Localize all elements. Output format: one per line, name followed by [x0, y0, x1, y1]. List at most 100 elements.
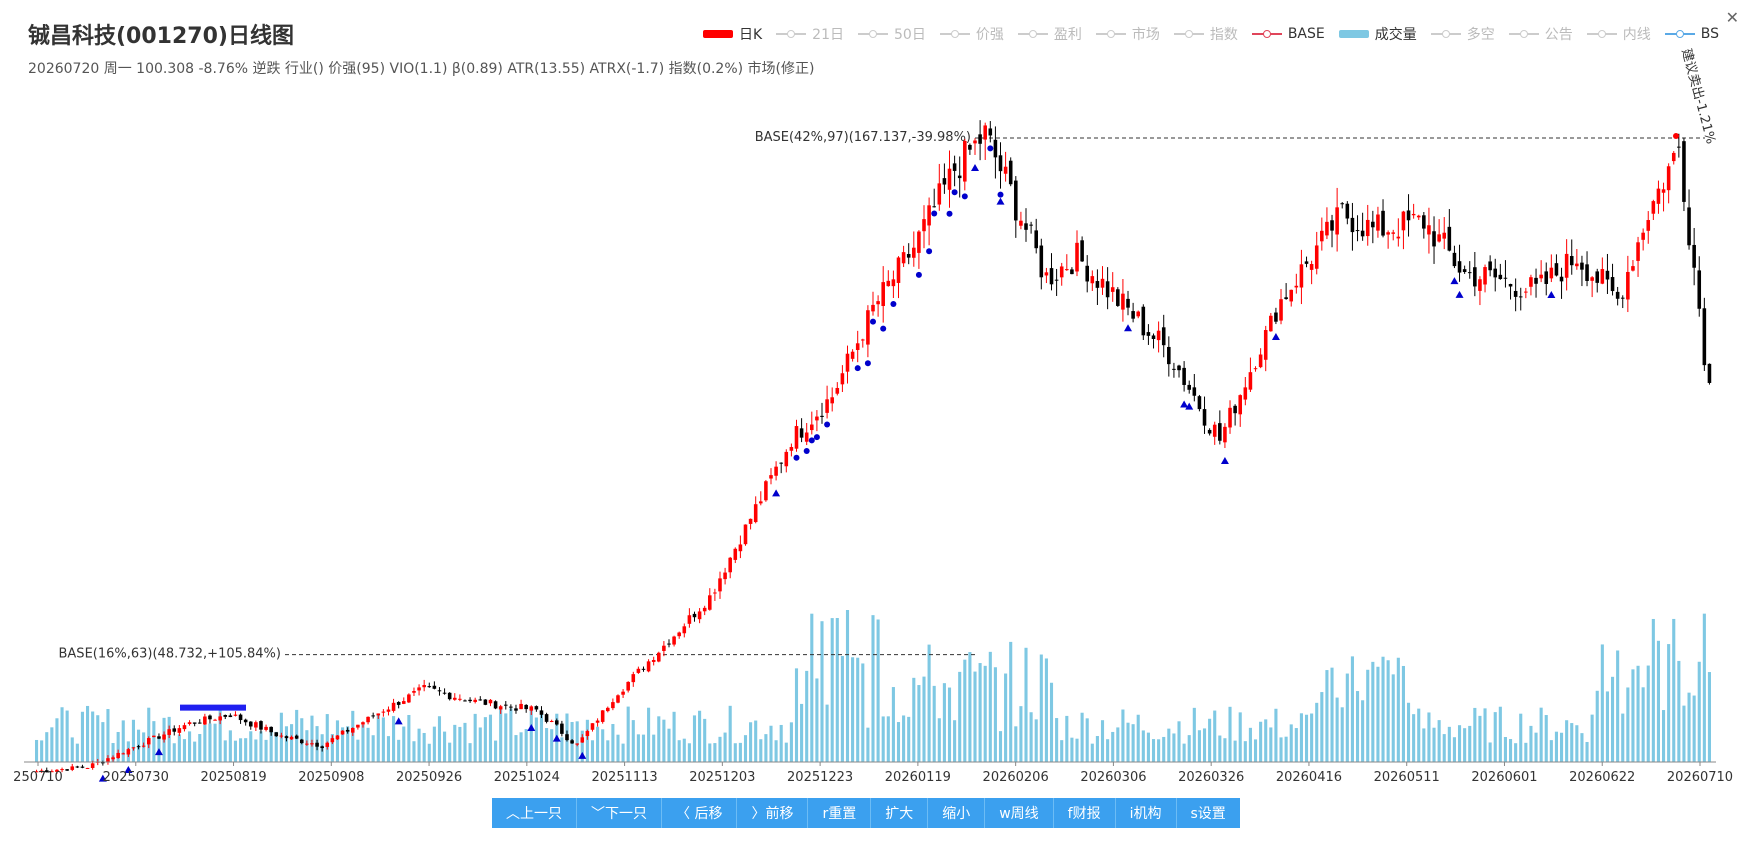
candle-body	[1376, 214, 1380, 231]
candle-body	[417, 687, 421, 691]
shrink-button[interactable]: 缩小	[928, 798, 986, 828]
buy-marker	[946, 210, 953, 217]
candle-body	[993, 139, 998, 158]
candle-body	[1136, 311, 1141, 317]
candle-body	[422, 685, 426, 688]
candle-body	[1202, 409, 1207, 426]
close-icon[interactable]: ✕	[1725, 8, 1739, 27]
buy-marker	[880, 325, 887, 332]
candle-body	[560, 723, 564, 734]
volume-bar	[1065, 715, 1069, 762]
candle-body	[1656, 188, 1661, 204]
candle-body	[1080, 240, 1084, 262]
volume-bar	[96, 715, 100, 762]
legend-label: 成交量	[1374, 27, 1417, 43]
institution-button[interactable]: i机构	[1115, 798, 1177, 828]
volume-bar	[698, 710, 702, 762]
candle-body	[657, 652, 661, 662]
volume-bar	[616, 734, 620, 762]
legend-item-6[interactable]: 指数	[1173, 24, 1238, 44]
x-tick-label: 20250926	[396, 770, 462, 785]
candle-body	[1243, 387, 1248, 400]
candle-body	[1564, 253, 1569, 278]
move-forward-button[interactable]: 〉前移	[737, 798, 809, 828]
volume-bar	[1014, 726, 1018, 762]
candle-body	[1039, 245, 1044, 278]
candle-body	[1019, 220, 1023, 226]
legend-item-12[interactable]: BS	[1664, 24, 1719, 44]
candle-body	[651, 659, 656, 662]
volume-bar	[1070, 737, 1074, 762]
volume-bar	[953, 720, 957, 762]
volume-bar	[504, 713, 508, 762]
legend-item-3[interactable]: 价强	[939, 24, 1004, 44]
legend-item-9[interactable]: 多空	[1430, 24, 1495, 44]
candle-body	[350, 728, 355, 733]
candle-body	[605, 707, 610, 712]
candle-body	[570, 740, 574, 744]
candle-body	[539, 710, 544, 715]
settings-button[interactable]: s设置	[1176, 798, 1240, 828]
candle-body	[340, 730, 345, 735]
volume-bar	[575, 721, 579, 762]
volume-bar	[1667, 644, 1671, 762]
candle-body	[779, 462, 783, 464]
volume-bar	[351, 710, 355, 762]
volume-bar	[784, 742, 788, 762]
volume-bar	[596, 726, 600, 762]
volume-bar	[1085, 718, 1089, 762]
volume-bar	[310, 715, 314, 762]
buy-marker	[793, 454, 800, 461]
legend-item-7[interactable]: BASE	[1251, 24, 1325, 44]
weekly-button[interactable]: w周线	[985, 798, 1054, 828]
legend-item-11[interactable]: 内线	[1586, 24, 1651, 44]
legend-item-4[interactable]: 盈利	[1017, 24, 1082, 44]
legend-item-0[interactable]: 日K	[702, 24, 762, 44]
candle-body	[223, 714, 228, 717]
expand-button[interactable]: 扩大	[871, 798, 929, 828]
volume-bar	[1044, 658, 1048, 762]
volume-bar	[305, 730, 309, 762]
volume-bar	[529, 709, 533, 762]
volume-bar	[1325, 670, 1329, 762]
candle-body	[1391, 232, 1396, 234]
volume-bar	[662, 719, 666, 762]
financial-report-button[interactable]: f财报	[1053, 798, 1116, 828]
legend-label: 盈利	[1053, 27, 1082, 43]
volume-bar	[871, 615, 875, 762]
signal-triangle	[552, 734, 561, 742]
volume-bar	[203, 724, 207, 762]
volume-bar	[1202, 728, 1207, 762]
volume-bar	[1600, 644, 1604, 762]
next-stock-button[interactable]: ﹀下一只	[577, 798, 662, 828]
legend-item-8[interactable]: 成交量	[1338, 24, 1417, 44]
x-tick-label: 20260511	[1374, 770, 1440, 785]
volume-bar	[1621, 713, 1625, 762]
legend-item-2[interactable]: 50日	[858, 24, 926, 44]
candle-body	[825, 399, 829, 413]
candle-body	[1503, 277, 1508, 279]
legend-label: 50日	[894, 27, 926, 43]
volume-bar	[101, 722, 105, 762]
legend-item-5[interactable]: 市场	[1095, 24, 1160, 44]
volume-bar	[743, 735, 748, 762]
volume-bar	[50, 727, 54, 762]
candle-body	[488, 699, 493, 704]
prev-stock-button[interactable]: ︿上一只	[492, 798, 577, 828]
candle-body	[1054, 279, 1059, 281]
volume-bar	[866, 727, 870, 762]
candle-body	[1590, 277, 1594, 281]
volume-bar	[1417, 708, 1421, 762]
candle-body	[330, 738, 335, 743]
legend-item-10[interactable]: 公告	[1508, 24, 1573, 44]
candle-body	[784, 451, 789, 467]
legend-item-1[interactable]: 21日	[776, 24, 844, 44]
candle-body	[1049, 268, 1054, 285]
reset-button[interactable]: r重置	[808, 798, 872, 828]
volume-bar	[1218, 735, 1222, 762]
volume-bar	[116, 731, 120, 762]
candle-body	[345, 729, 350, 732]
move-back-button[interactable]: 〈 后移	[662, 798, 738, 828]
candle-body	[1427, 225, 1431, 235]
candle-body	[1569, 256, 1574, 266]
